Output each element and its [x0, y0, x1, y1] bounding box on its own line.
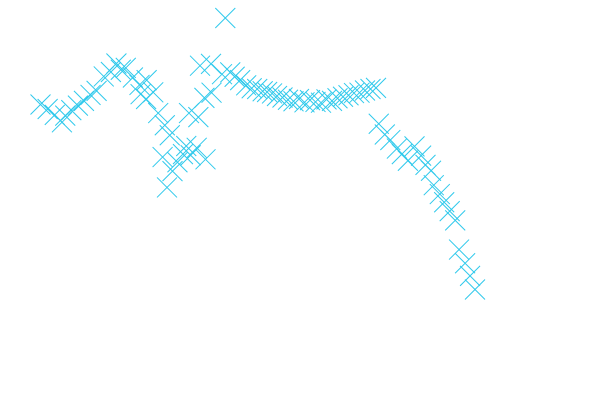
data-point [30, 94, 51, 115]
data-point [283, 90, 304, 112]
data-point [60, 99, 82, 121]
data-point [420, 160, 442, 182]
data-point [159, 124, 181, 146]
data-point [448, 239, 470, 260]
data-point [397, 150, 419, 172]
data-point [136, 69, 158, 91]
data-point [444, 209, 466, 231]
data-point [365, 77, 387, 99]
data-point [294, 91, 315, 113]
data-point [187, 106, 209, 128]
data-point [67, 95, 89, 117]
data-point [310, 92, 332, 114]
data-point [186, 137, 208, 159]
data-point [189, 55, 211, 77]
data-point [224, 66, 246, 88]
data-point [195, 148, 216, 170]
data-point [172, 143, 194, 165]
data-point [272, 87, 293, 108]
data-point [37, 98, 59, 120]
data-point [235, 74, 257, 96]
data-point [404, 135, 425, 157]
data-point [229, 69, 251, 91]
data-point [423, 174, 445, 196]
data-point [129, 74, 150, 96]
data-point [321, 90, 343, 112]
data-point [454, 252, 476, 274]
data-point [266, 85, 288, 107]
data-point [211, 63, 233, 85]
data-point [194, 87, 215, 109]
data-point [214, 7, 236, 29]
data-point [379, 129, 401, 151]
data-point [201, 82, 222, 104]
data-point [147, 102, 169, 124]
data-point [86, 80, 107, 102]
data-point [115, 57, 137, 79]
data-point [154, 114, 176, 136]
data-point [433, 191, 455, 213]
data-point [368, 113, 390, 135]
data-point [439, 200, 461, 222]
data-point [252, 80, 274, 102]
data-point [156, 177, 178, 198]
data-point [80, 84, 101, 106]
data-point [349, 82, 370, 104]
data-point [142, 81, 164, 103]
data-point [360, 78, 381, 100]
data-point [429, 183, 451, 205]
data-point [110, 59, 132, 81]
data-point [261, 83, 283, 104]
data-point [152, 146, 173, 168]
data-points [30, 7, 486, 300]
data-point [459, 265, 481, 287]
data-point [464, 279, 486, 300]
data-point [332, 86, 354, 108]
